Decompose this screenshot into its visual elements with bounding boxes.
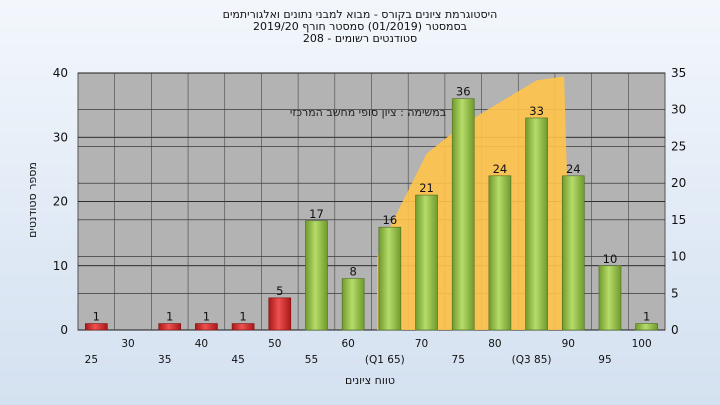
x-tick-label: 90: [562, 338, 575, 350]
bar: [451, 98, 475, 331]
bar: [525, 117, 548, 331]
data-label: 1: [166, 310, 173, 324]
bar: [158, 323, 182, 331]
x-tick-label: 35: [158, 354, 171, 366]
bar: [231, 323, 255, 331]
y2-tick-label: 30: [671, 103, 686, 117]
bar: [85, 323, 108, 331]
data-label: 33: [529, 104, 544, 118]
y2-tick-label: 10: [671, 250, 686, 264]
data-label: 5: [276, 284, 283, 298]
x-tick-label: 75: [452, 354, 465, 366]
y2-tick-label: 20: [671, 176, 686, 190]
bar: [635, 323, 658, 331]
x-tick-label: 60: [341, 338, 354, 350]
x-tick-label: 55: [305, 354, 318, 366]
y2-tick-label: 35: [671, 66, 686, 80]
x-tick-label: 30: [121, 338, 134, 350]
y-tick-label: 0: [60, 323, 68, 337]
x-tick-label: 100: [632, 338, 652, 350]
chart-annotation: במשימה : ציון סופי מחשב המרכזי: [290, 106, 446, 119]
bar: [561, 175, 585, 331]
x-tick-label: 45: [231, 354, 244, 366]
data-label: 10: [603, 252, 618, 266]
bar: [195, 323, 218, 331]
x-tick-label: (Q1 65): [365, 354, 405, 366]
x-tick-label: 80: [488, 338, 501, 350]
x-tick-label: (Q3 85): [512, 354, 552, 366]
x-tick-label: 95: [598, 354, 611, 366]
x-tick-label: 40: [195, 338, 208, 350]
data-label: 24: [493, 162, 508, 176]
data-label: 21: [419, 181, 434, 195]
data-label: 1: [643, 310, 650, 324]
y2-tick-label: 15: [671, 213, 686, 227]
bar: [341, 278, 365, 331]
y-axis-left: 0 10 20 30 40: [53, 66, 68, 337]
x-tick-label: 25: [85, 354, 98, 366]
data-labels: 1 1 1 1 5 17 8 16 21 36 24 33 24 10 1: [93, 85, 651, 324]
x-axis-title: טווח ציונים: [345, 374, 395, 387]
bar: [488, 175, 512, 331]
y-tick-label: 10: [53, 259, 68, 273]
y-axis-right: 0 5 10 15 20 25 30 35: [671, 66, 686, 337]
chart-titles: היסטוגרמת ציונים בקורס - מבוא למבני נתונ…: [0, 9, 720, 45]
x-axis: 25 30 35 40 45 50 55 60 (Q1 65) 70 75 80 (Q3 85) 90 95…: [85, 338, 652, 366]
chart-subtitle: בסמסטר (01/2019) סמסטר חורף 2019/20: [253, 20, 467, 33]
bar: [378, 226, 402, 331]
y-axis-title: מספר סטודנטים: [26, 162, 39, 238]
data-label: 8: [349, 265, 356, 279]
bars: [85, 98, 658, 331]
data-label: 1: [203, 310, 210, 324]
y-tick-label: 30: [53, 130, 68, 144]
y2-tick-label: 25: [671, 139, 686, 153]
data-label: 17: [309, 207, 324, 221]
chart-enrolled: סטודנטים רשומים - 208: [302, 32, 418, 45]
data-label: 24: [566, 162, 581, 176]
y-tick-label: 20: [53, 195, 68, 209]
data-label: 1: [239, 310, 246, 324]
chart-title: היסטוגרמת ציונים בקורס - מבוא למבני נתונ…: [222, 8, 498, 21]
bar: [415, 194, 438, 331]
bar: [268, 297, 292, 331]
bar: [598, 265, 622, 331]
x-tick-label: 70: [415, 338, 428, 350]
y2-tick-label: 0: [671, 323, 679, 337]
y-tick-label: 40: [53, 66, 68, 80]
bar: [305, 220, 328, 331]
y2-tick-label: 5: [671, 286, 679, 300]
data-label: 1: [93, 310, 100, 324]
data-label: 36: [456, 85, 471, 99]
data-label: 16: [383, 213, 398, 227]
x-tick-label: 50: [268, 338, 281, 350]
